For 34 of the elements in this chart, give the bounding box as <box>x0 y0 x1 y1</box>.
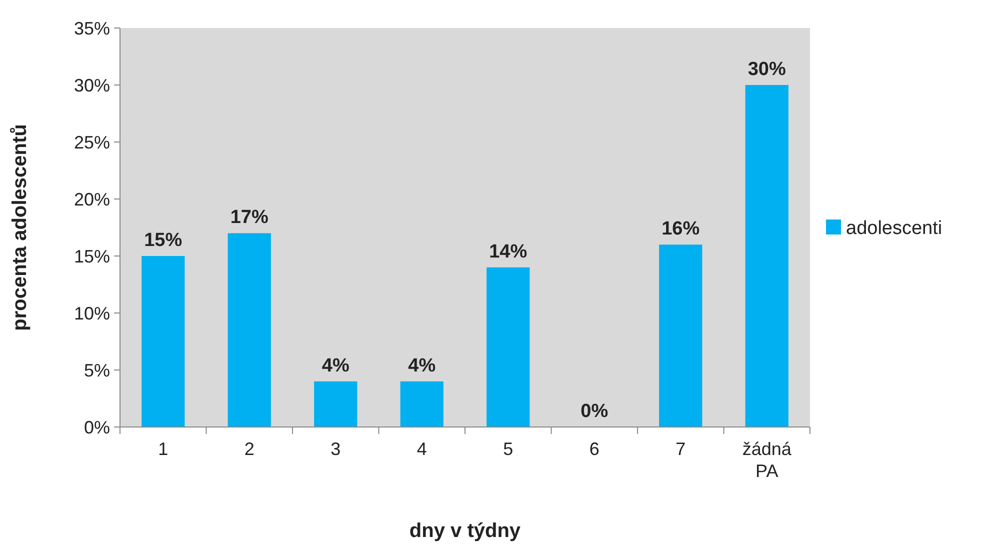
legend-label: adolescenti <box>846 218 942 240</box>
bar <box>659 244 702 427</box>
data-label: 4% <box>322 355 350 376</box>
y-tick-label: 25% <box>74 132 110 152</box>
data-label: 30% <box>748 59 786 80</box>
x-tick-label: 1 <box>158 439 168 459</box>
x-tick-label: 4 <box>416 439 427 459</box>
bar <box>228 233 271 427</box>
y-tick-label: 15% <box>74 246 110 266</box>
x-axis-title: dny v týdny <box>409 520 522 542</box>
data-label: 4% <box>408 355 436 376</box>
bar <box>314 381 358 427</box>
bar <box>486 267 530 427</box>
y-tick-label: 5% <box>84 360 110 380</box>
y-tick-label: 35% <box>74 18 110 38</box>
x-tick-label: 7 <box>676 439 686 459</box>
y-tick-label: 0% <box>84 417 110 438</box>
y-tick-label: 10% <box>74 303 110 324</box>
bar <box>142 256 185 427</box>
data-label: 16% <box>662 218 700 240</box>
x-tick-label: 6 <box>589 439 600 459</box>
data-label: 0% <box>580 401 608 422</box>
x-tick-label: 5 <box>503 439 514 459</box>
bar <box>400 381 444 427</box>
data-label: 17% <box>230 207 268 228</box>
data-label: 14% <box>489 241 528 262</box>
y-tick-label: 20% <box>74 189 110 210</box>
x-tick-label: 2 <box>244 439 254 459</box>
bar <box>745 85 788 427</box>
data-label: 15% <box>144 230 182 251</box>
y-tick-label: 30% <box>74 75 110 96</box>
x-tick-label: 3 <box>330 439 341 459</box>
y-axis-title: procenta adolescentů <box>9 124 31 331</box>
x-tick-label: žádná PA <box>742 439 792 481</box>
